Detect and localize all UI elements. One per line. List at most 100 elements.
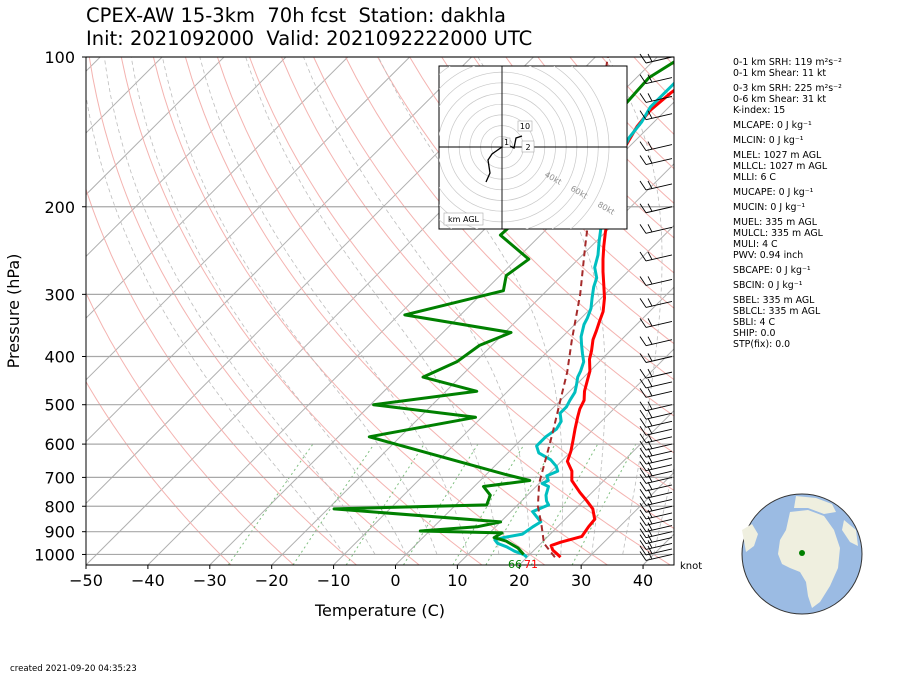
wind-barb [639, 388, 673, 398]
wind-barb [639, 418, 673, 428]
wind-barb-flag [647, 298, 653, 307]
isotherm-line [86, 57, 472, 443]
wind-barb [639, 155, 673, 165]
mixing-ratio-line [571, 443, 637, 565]
mlli-text: MLLI: 6 C [733, 172, 776, 183]
wind-barb-flag [647, 481, 653, 490]
mlel-text: MLEL: 1027 m AGL [733, 150, 822, 161]
y-axis-label: Pressure (hPa) [4, 254, 23, 369]
wind-barb-flag [639, 522, 647, 532]
kindex-text: K-index: 15 [733, 105, 786, 116]
wind-barb [639, 336, 673, 347]
wind-barb-staff [645, 206, 673, 214]
wind-barb-staff [645, 542, 673, 550]
wind-barb [639, 467, 673, 478]
wind-barb-flag [639, 545, 647, 556]
wind-barb [639, 141, 673, 152]
wind-barb-flag [639, 336, 647, 346]
isotherm-line [209, 101, 674, 565]
wind-barb-flag [639, 516, 647, 526]
wind-barb [639, 474, 673, 484]
wind-barb-flag [647, 155, 653, 164]
y-tick-label: 700 [44, 468, 75, 487]
srh-01-text: 0-1 km SRH: 119 m²s⁻² [733, 57, 842, 68]
wind-barb-staff [645, 518, 673, 526]
wind-barb-flag [639, 155, 647, 165]
wind-barb-staff [645, 158, 673, 165]
station-marker [799, 550, 805, 556]
wind-barb-flag [647, 401, 653, 410]
wind-barb [639, 378, 673, 389]
wind-barbs [639, 53, 673, 561]
wind-barb [639, 540, 673, 550]
wind-barb-flag [647, 418, 653, 427]
indices-panel: 0-1 km SRH: 119 m²s⁻² 0-1 km Shear: 11 k… [733, 57, 842, 350]
hodograph-point-label: 10 [520, 122, 530, 131]
wind-barb-staff [645, 254, 673, 262]
wind-barb [639, 401, 673, 412]
moist-adiabat [303, 57, 531, 555]
mlcin-text: MLCIN: 0 J kg⁻¹ [733, 135, 804, 146]
wind-barb [639, 203, 673, 214]
wind-barb [639, 353, 673, 363]
wind-barb-flag [639, 474, 647, 484]
wind-barb-flag [639, 388, 647, 398]
wind-barb-flag [647, 276, 653, 285]
wind-barb [639, 74, 673, 85]
x-tick-label: −10 [317, 571, 351, 590]
wind-barb-flag [639, 418, 647, 428]
wind-barb-flag [639, 447, 647, 458]
y-tick-label: 500 [44, 396, 75, 415]
moist-adiabat [130, 57, 407, 555]
y-tick-label: 800 [44, 497, 75, 516]
dry-adiabat [86, 291, 295, 565]
wind-barb-flag [639, 203, 647, 213]
wind-barb-staff [645, 300, 673, 308]
wind-barb [639, 53, 673, 64]
wind-barb [639, 509, 673, 520]
wind-barb-staff [645, 371, 673, 379]
globe-land-europe [794, 496, 836, 514]
wind-barb-flag [639, 141, 647, 151]
wind-barb [639, 551, 673, 561]
wind-barb-flag [639, 509, 647, 520]
wind-barb-flag [639, 467, 647, 478]
surface-temp-label: 71 [524, 558, 538, 571]
wind-barb [639, 368, 673, 379]
sbel-text: SBEL: 335 m AGL [733, 295, 815, 306]
wind-barb-flag [647, 53, 653, 62]
wind-barb-flag [639, 489, 647, 499]
wind-barb-flag [639, 496, 647, 506]
pwv-text: PWV: 0.94 inch [733, 250, 804, 261]
globe-land-arabia [842, 520, 858, 546]
wind-barb-staff [645, 412, 673, 420]
dry-adiabat [249, 57, 674, 530]
wind-barb-staff [645, 390, 673, 398]
wind-barb-flag [639, 503, 647, 513]
wind-barb-flag [639, 409, 647, 420]
mucin-text: MUCIN: 0 J kg⁻¹ [733, 202, 806, 213]
wind-barb-staff [645, 464, 673, 472]
wind-barb [639, 528, 673, 539]
wind-barb [639, 224, 673, 234]
wind-barb-flag [647, 141, 653, 150]
dry-adiabat [120, 57, 483, 565]
muel-text: MUEL: 335 m AGL [733, 217, 817, 228]
moist-adiabat [103, 57, 376, 555]
sblcl-text: SBLCL: 335 m AGL [733, 306, 821, 317]
mixing-ratio-line [345, 443, 425, 565]
dry-adiabat [473, 57, 674, 274]
mlcape-text: MLCAPE: 0 J kg⁻¹ [733, 120, 812, 131]
x-tick-label: −40 [131, 571, 165, 590]
isotherm-line [457, 348, 674, 565]
mixing-ratio-line [403, 443, 479, 565]
chart-title: CPEX-AW 15-3km 70h fcst Station: dakhla [86, 4, 506, 27]
wind-barb-staff [645, 548, 673, 556]
series-line-parcel [536, 57, 609, 558]
stp-text: STP(fix): 0.0 [733, 339, 791, 350]
wind-barb-flag [639, 433, 647, 444]
y-tick-label: 100 [44, 48, 75, 67]
isotherm-line [86, 57, 411, 381]
